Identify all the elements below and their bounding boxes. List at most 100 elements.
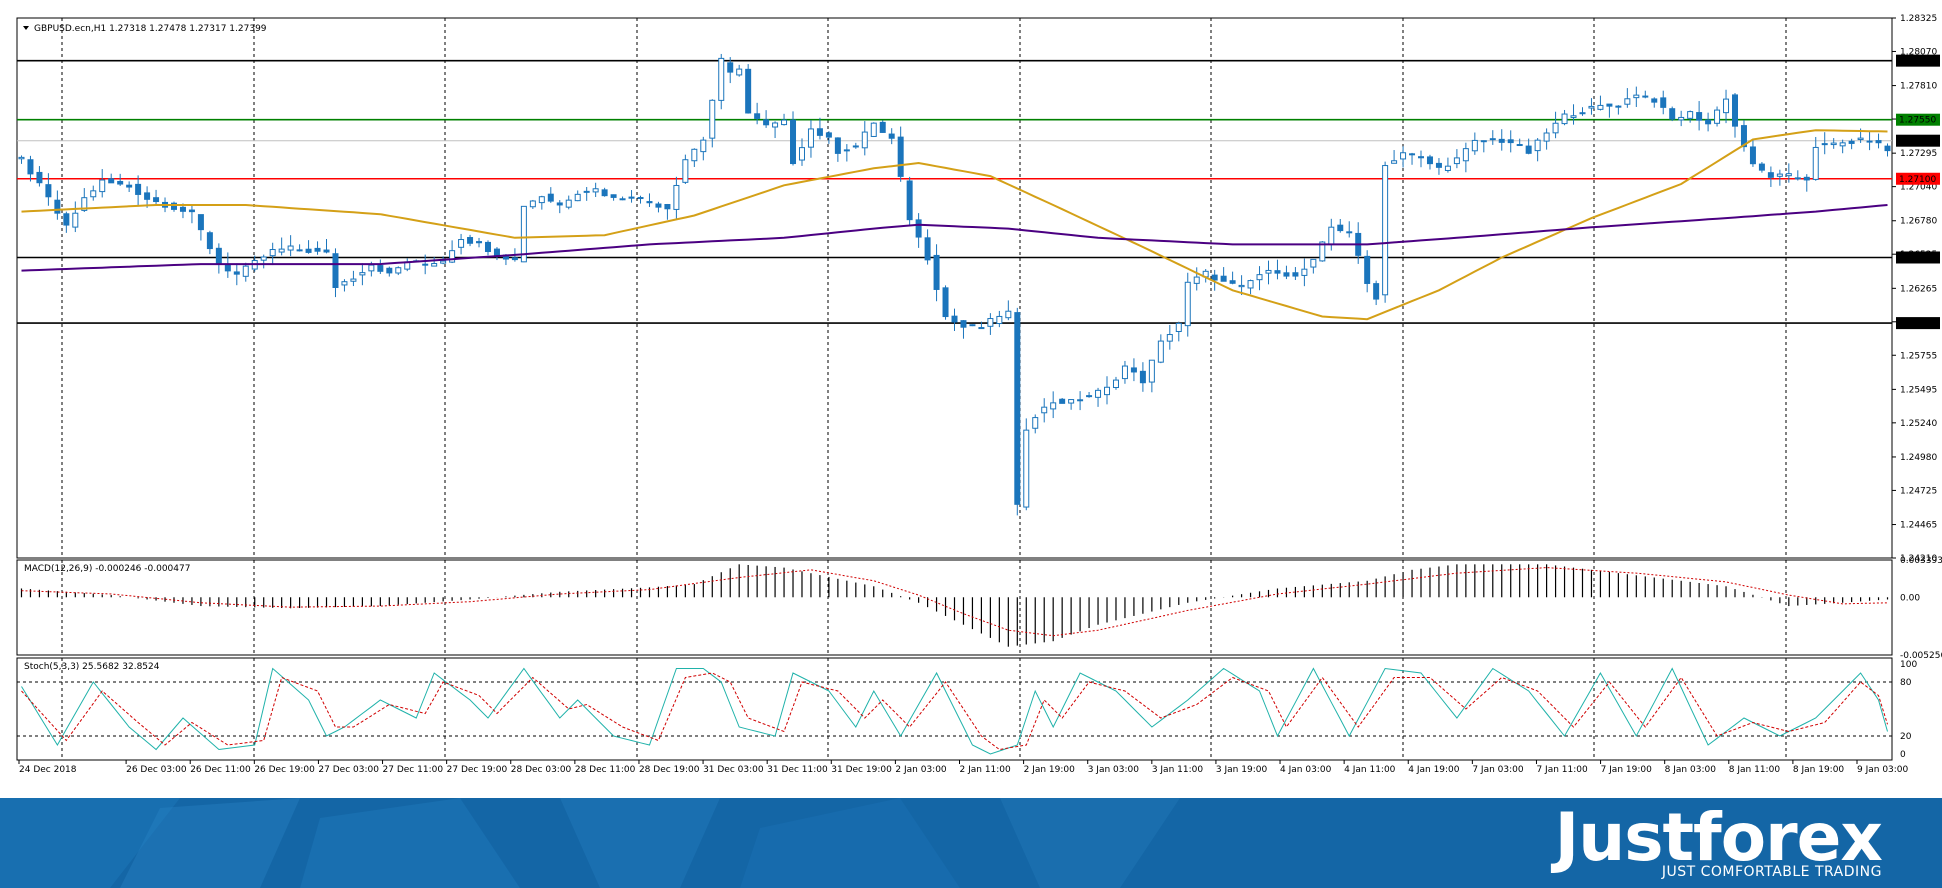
candle-body bbox=[1624, 98, 1631, 105]
price-tick-label: 1.25495 bbox=[1900, 385, 1937, 395]
level-label: 1.26000 bbox=[1899, 319, 1936, 329]
candle-body bbox=[1642, 95, 1649, 98]
candle-body bbox=[1570, 115, 1577, 118]
candle-body bbox=[287, 245, 294, 251]
candle-body bbox=[323, 249, 330, 253]
price-tick-label: 1.25240 bbox=[1900, 419, 1937, 429]
candle-body bbox=[1148, 359, 1155, 383]
candle-body bbox=[1256, 274, 1263, 281]
candle-body bbox=[1112, 379, 1119, 389]
candle-body bbox=[1157, 340, 1164, 363]
candle-body bbox=[153, 197, 160, 203]
candle-body bbox=[1077, 399, 1084, 402]
candle-body bbox=[1274, 270, 1281, 274]
candle-body bbox=[807, 128, 814, 148]
candle-body bbox=[1184, 281, 1191, 327]
candle-body bbox=[879, 121, 886, 133]
macd-signal-line bbox=[21, 567, 1888, 637]
candle-body bbox=[144, 192, 151, 200]
macd-header: MACD(12,26,9) -0.000246 -0.000477 bbox=[24, 564, 190, 574]
price-tick-label: 1.28070 bbox=[1900, 47, 1937, 57]
time-tick-label: 8 Jan 03:00 bbox=[1665, 765, 1717, 775]
candle-body bbox=[790, 119, 797, 165]
candle-body bbox=[126, 184, 133, 188]
candle-body bbox=[332, 253, 339, 288]
candle-body bbox=[987, 318, 994, 327]
candle-body bbox=[538, 196, 545, 204]
price-tick-label: 1.24980 bbox=[1900, 453, 1937, 463]
candle-body bbox=[206, 232, 213, 250]
time-tick-label: 9 Jan 03:00 bbox=[1857, 765, 1909, 775]
price-tick-label: 1.26265 bbox=[1900, 284, 1937, 294]
time-tick-label: 26 Dec 03:00 bbox=[126, 765, 187, 775]
candle-body bbox=[1839, 142, 1846, 147]
candle-body bbox=[1758, 163, 1765, 171]
candle-body bbox=[1175, 322, 1182, 333]
candle-body bbox=[386, 267, 393, 274]
macd-tick-label: 0.00 bbox=[1900, 593, 1920, 603]
time-tick-label: 2 Jan 19:00 bbox=[1024, 765, 1076, 775]
candle-body bbox=[816, 128, 823, 136]
candle-body bbox=[1821, 143, 1828, 146]
candle-body bbox=[1337, 224, 1344, 232]
candle-body bbox=[1723, 98, 1730, 114]
time-tick-label: 26 Dec 19:00 bbox=[254, 765, 315, 775]
candle-body bbox=[646, 201, 653, 204]
time-tick-label: 31 Dec 03:00 bbox=[703, 765, 764, 775]
candle-body bbox=[1884, 145, 1891, 152]
candle-body bbox=[1651, 98, 1658, 103]
time-tick-label: 7 Jan 03:00 bbox=[1472, 765, 1524, 775]
candle-body bbox=[368, 264, 375, 272]
candle-body bbox=[691, 148, 698, 162]
candle-body bbox=[359, 272, 366, 276]
time-tick-label: 4 Jan 03:00 bbox=[1280, 765, 1332, 775]
candle-body bbox=[1525, 145, 1532, 154]
candle-body bbox=[1050, 402, 1057, 410]
candle-body bbox=[700, 139, 707, 153]
candle-body bbox=[1552, 122, 1559, 134]
candle-body bbox=[942, 287, 949, 318]
brand-logo: Justforex bbox=[1554, 799, 1883, 876]
candle-body bbox=[1041, 406, 1048, 414]
level-badge bbox=[1896, 251, 1940, 264]
level-label: 1.26500 bbox=[1899, 253, 1936, 263]
candle-body bbox=[27, 159, 34, 175]
candle-body bbox=[449, 250, 456, 263]
candle-body bbox=[1543, 132, 1550, 142]
candle-body bbox=[1014, 312, 1021, 505]
candle-body bbox=[1480, 140, 1487, 143]
brand-tagline: JUST COMFORTABLE TRADING bbox=[1661, 864, 1882, 880]
stoch-tick-label: 20 bbox=[1900, 732, 1912, 742]
time-tick-label: 24 Dec 2018 bbox=[19, 765, 77, 775]
time-tick-label: 2 Jan 11:00 bbox=[960, 765, 1012, 775]
candle-body bbox=[63, 213, 70, 226]
time-tick-label: 31 Dec 19:00 bbox=[831, 765, 892, 775]
price-tick-label: 1.27040 bbox=[1900, 183, 1937, 193]
candle-body bbox=[1489, 138, 1496, 141]
candle-body bbox=[54, 199, 61, 214]
candle-body bbox=[1687, 111, 1694, 119]
stoch-tick-label: 100 bbox=[1900, 660, 1917, 670]
candle-body bbox=[1283, 272, 1290, 277]
candle-body bbox=[1373, 283, 1380, 300]
candle-body bbox=[1462, 148, 1469, 162]
time-tick-label: 8 Jan 19:00 bbox=[1793, 765, 1845, 775]
candle-body bbox=[350, 278, 357, 282]
candle-body bbox=[1005, 310, 1012, 319]
candle-body bbox=[377, 265, 384, 272]
level-badge bbox=[1896, 113, 1940, 126]
candle-body bbox=[99, 179, 106, 193]
candle-body bbox=[843, 149, 850, 152]
candle-body bbox=[1633, 94, 1640, 99]
candle-body bbox=[565, 199, 572, 208]
price-panel: 1.283251.280701.278101.275551.272951.270… bbox=[16, 14, 1940, 564]
candle-body bbox=[260, 256, 267, 261]
candle-body bbox=[1418, 156, 1425, 159]
candle-body bbox=[1705, 119, 1712, 125]
level-badge bbox=[1896, 317, 1940, 330]
moving-average-line bbox=[21, 129, 1888, 321]
candle-body bbox=[296, 249, 303, 252]
candle-body bbox=[906, 180, 913, 221]
macd-tick-label: -0.005256 bbox=[1900, 651, 1942, 661]
